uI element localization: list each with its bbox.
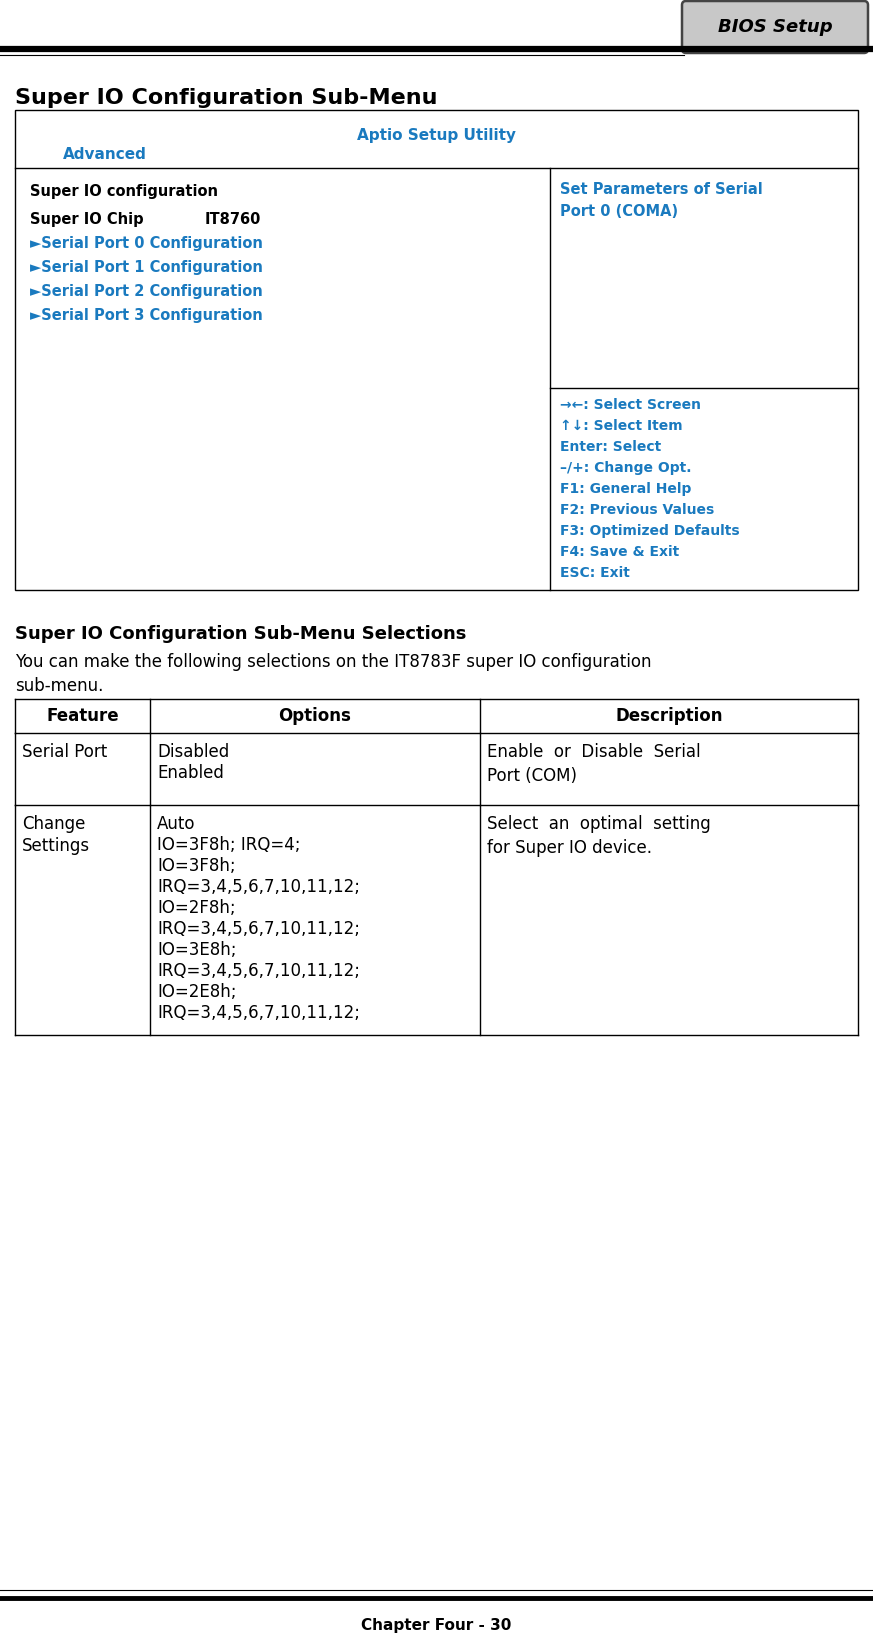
Text: IRQ=3,4,5,6,7,10,11,12;: IRQ=3,4,5,6,7,10,11,12; [157, 921, 360, 939]
Text: Set Parameters of Serial: Set Parameters of Serial [560, 182, 763, 197]
Text: IO=3F8h; IRQ=4;: IO=3F8h; IRQ=4; [157, 835, 300, 853]
Text: IRQ=3,4,5,6,7,10,11,12;: IRQ=3,4,5,6,7,10,11,12; [157, 962, 360, 980]
Text: IO=2F8h;: IO=2F8h; [157, 899, 236, 917]
Text: –/+: Change Opt.: –/+: Change Opt. [560, 460, 691, 475]
Text: IO=2E8h;: IO=2E8h; [157, 983, 237, 1001]
Text: Select  an  optimal  setting: Select an optimal setting [487, 816, 711, 834]
Text: Port 0 (COMA): Port 0 (COMA) [560, 205, 678, 219]
Text: BIOS Setup: BIOS Setup [718, 18, 832, 36]
Text: Aptio Setup Utility: Aptio Setup Utility [357, 128, 516, 143]
Text: You can make the following selections on the IT8783F super IO configuration: You can make the following selections on… [15, 654, 651, 672]
Text: Auto: Auto [157, 816, 196, 834]
Text: IRQ=3,4,5,6,7,10,11,12;: IRQ=3,4,5,6,7,10,11,12; [157, 1004, 360, 1022]
FancyBboxPatch shape [682, 2, 868, 52]
Text: Advanced: Advanced [63, 147, 147, 162]
Text: ►Serial Port 3 Configuration: ►Serial Port 3 Configuration [30, 308, 263, 323]
Text: IO=3E8h;: IO=3E8h; [157, 940, 237, 958]
Text: IT8760: IT8760 [205, 211, 261, 228]
Text: IO=3F8h;: IO=3F8h; [157, 857, 236, 875]
Text: Chapter Four - 30: Chapter Four - 30 [361, 1618, 512, 1633]
Text: sub-menu.: sub-menu. [15, 676, 103, 695]
Text: ►Serial Port 0 Configuration: ►Serial Port 0 Configuration [30, 236, 263, 251]
Text: Super IO Configuration Sub-Menu: Super IO Configuration Sub-Menu [15, 88, 437, 108]
Text: Enabled: Enabled [157, 763, 223, 781]
Text: F3: Optimized Defaults: F3: Optimized Defaults [560, 524, 739, 537]
Text: IRQ=3,4,5,6,7,10,11,12;: IRQ=3,4,5,6,7,10,11,12; [157, 878, 360, 896]
Text: Port (COM): Port (COM) [487, 767, 577, 785]
Text: Disabled: Disabled [157, 744, 230, 762]
Text: F2: Previous Values: F2: Previous Values [560, 503, 714, 518]
Text: Super IO configuration: Super IO configuration [30, 183, 218, 198]
Text: Feature: Feature [46, 708, 119, 726]
Text: Change: Change [22, 816, 86, 834]
Text: F4: Save & Exit: F4: Save & Exit [560, 545, 679, 559]
Text: →←: Select Screen: →←: Select Screen [560, 398, 701, 413]
Text: Super IO Chip: Super IO Chip [30, 211, 144, 228]
Text: Enter: Select: Enter: Select [560, 441, 661, 454]
Text: Serial Port: Serial Port [22, 744, 107, 762]
Text: ↑↓: Select Item: ↑↓: Select Item [560, 419, 683, 432]
Text: Settings: Settings [22, 837, 90, 855]
Text: Enable  or  Disable  Serial: Enable or Disable Serial [487, 744, 701, 762]
Text: F1: General Help: F1: General Help [560, 482, 691, 496]
Text: ESC: Exit: ESC: Exit [560, 567, 630, 580]
Text: Super IO Configuration Sub-Menu Selections: Super IO Configuration Sub-Menu Selectio… [15, 626, 466, 644]
Text: Options: Options [278, 708, 352, 726]
Text: for Super IO device.: for Super IO device. [487, 839, 652, 857]
Bar [15, 110, 858, 590]
Text: Description: Description [615, 708, 723, 726]
Text: ►Serial Port 1 Configuration: ►Serial Port 1 Configuration [30, 260, 263, 275]
Text: ►Serial Port 2 Configuration: ►Serial Port 2 Configuration [30, 283, 263, 300]
